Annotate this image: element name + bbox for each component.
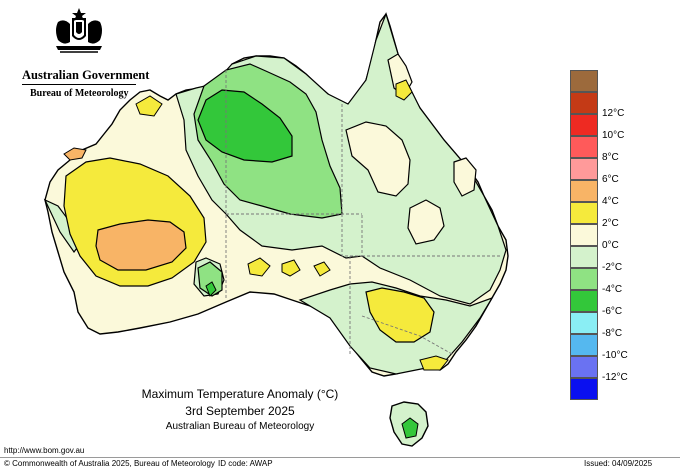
map-date: 3rd September 2025 bbox=[185, 404, 295, 418]
warm-zone-southeast bbox=[365, 287, 435, 343]
footer-copyright: © Commonwealth of Australia 2025, Bureau… bbox=[4, 459, 215, 468]
legend-label: 12°C bbox=[602, 108, 625, 119]
legend-swatch bbox=[570, 158, 598, 180]
legend-swatch bbox=[570, 312, 598, 334]
cold-zone-sa bbox=[197, 261, 223, 297]
cold-zone-tas bbox=[401, 417, 419, 439]
map-source: Australian Bureau of Meteorology bbox=[165, 421, 315, 432]
legend-label: 10°C bbox=[602, 130, 625, 141]
coat-of-arms-icon bbox=[56, 8, 102, 53]
legend-label: 8°C bbox=[602, 152, 619, 163]
warm-zone-victoria bbox=[419, 355, 449, 371]
government-name: Australian Government bbox=[22, 68, 150, 82]
legend-label: -6°C bbox=[602, 306, 623, 317]
legend-label: 4°C bbox=[602, 196, 619, 207]
neutral-pocket-qld-3 bbox=[453, 157, 477, 197]
legend-label: -10°C bbox=[602, 350, 628, 361]
neutral-pocket-qld-2 bbox=[407, 199, 445, 245]
legend-swatch bbox=[570, 290, 598, 312]
legend-swatch bbox=[570, 180, 598, 202]
very-cold-zone-sa bbox=[205, 281, 217, 297]
legend-swatch bbox=[570, 92, 598, 114]
warm-zone-qld-1 bbox=[395, 79, 413, 101]
legend-swatch bbox=[570, 246, 598, 268]
legend-swatch bbox=[570, 356, 598, 378]
legend-label: -2°C bbox=[602, 262, 623, 273]
footer-id-code: ID code: AWAP bbox=[218, 459, 273, 468]
very-cold-zone-top-end bbox=[197, 89, 293, 163]
legend-swatch bbox=[570, 268, 598, 290]
map-caption: Maximum Temperature Anomaly (°C) 3rd Sep… bbox=[90, 387, 390, 433]
legend-swatch bbox=[570, 378, 598, 400]
neutral-pocket-qld-1 bbox=[345, 121, 411, 197]
warm-zone-centre-1 bbox=[247, 257, 271, 277]
legend-label: 6°C bbox=[602, 174, 619, 185]
map-title: Maximum Temperature Anomaly (°C) bbox=[141, 387, 339, 401]
legend-label: -4°C bbox=[602, 284, 623, 295]
warm-zone-nw-coast bbox=[63, 147, 87, 161]
footer-url[interactable]: http://www.bom.gov.au bbox=[4, 446, 85, 455]
footer-issued: Issued: 04/09/2025 bbox=[584, 459, 653, 468]
legend-swatch bbox=[570, 136, 598, 158]
legend-label: -12°C bbox=[602, 372, 628, 383]
warm-zone-centre-3 bbox=[313, 261, 331, 277]
hot-zone-western-australia bbox=[95, 219, 187, 271]
footer-divider bbox=[0, 457, 680, 458]
legend-swatch bbox=[570, 224, 598, 246]
legend-swatch bbox=[570, 334, 598, 356]
legend-swatch bbox=[570, 70, 598, 92]
state-borders bbox=[225, 70, 500, 355]
legend-swatch bbox=[570, 202, 598, 224]
logo-divider bbox=[22, 84, 136, 85]
agency-name: Bureau of Meteorology bbox=[30, 88, 129, 99]
legend-label: 0°C bbox=[602, 240, 619, 251]
warm-zone-centre-2 bbox=[281, 259, 301, 277]
legend-swatch bbox=[570, 114, 598, 136]
warm-zone-kimberley bbox=[135, 95, 163, 117]
legend-label: 2°C bbox=[602, 218, 619, 229]
legend-label: -8°C bbox=[602, 328, 623, 339]
